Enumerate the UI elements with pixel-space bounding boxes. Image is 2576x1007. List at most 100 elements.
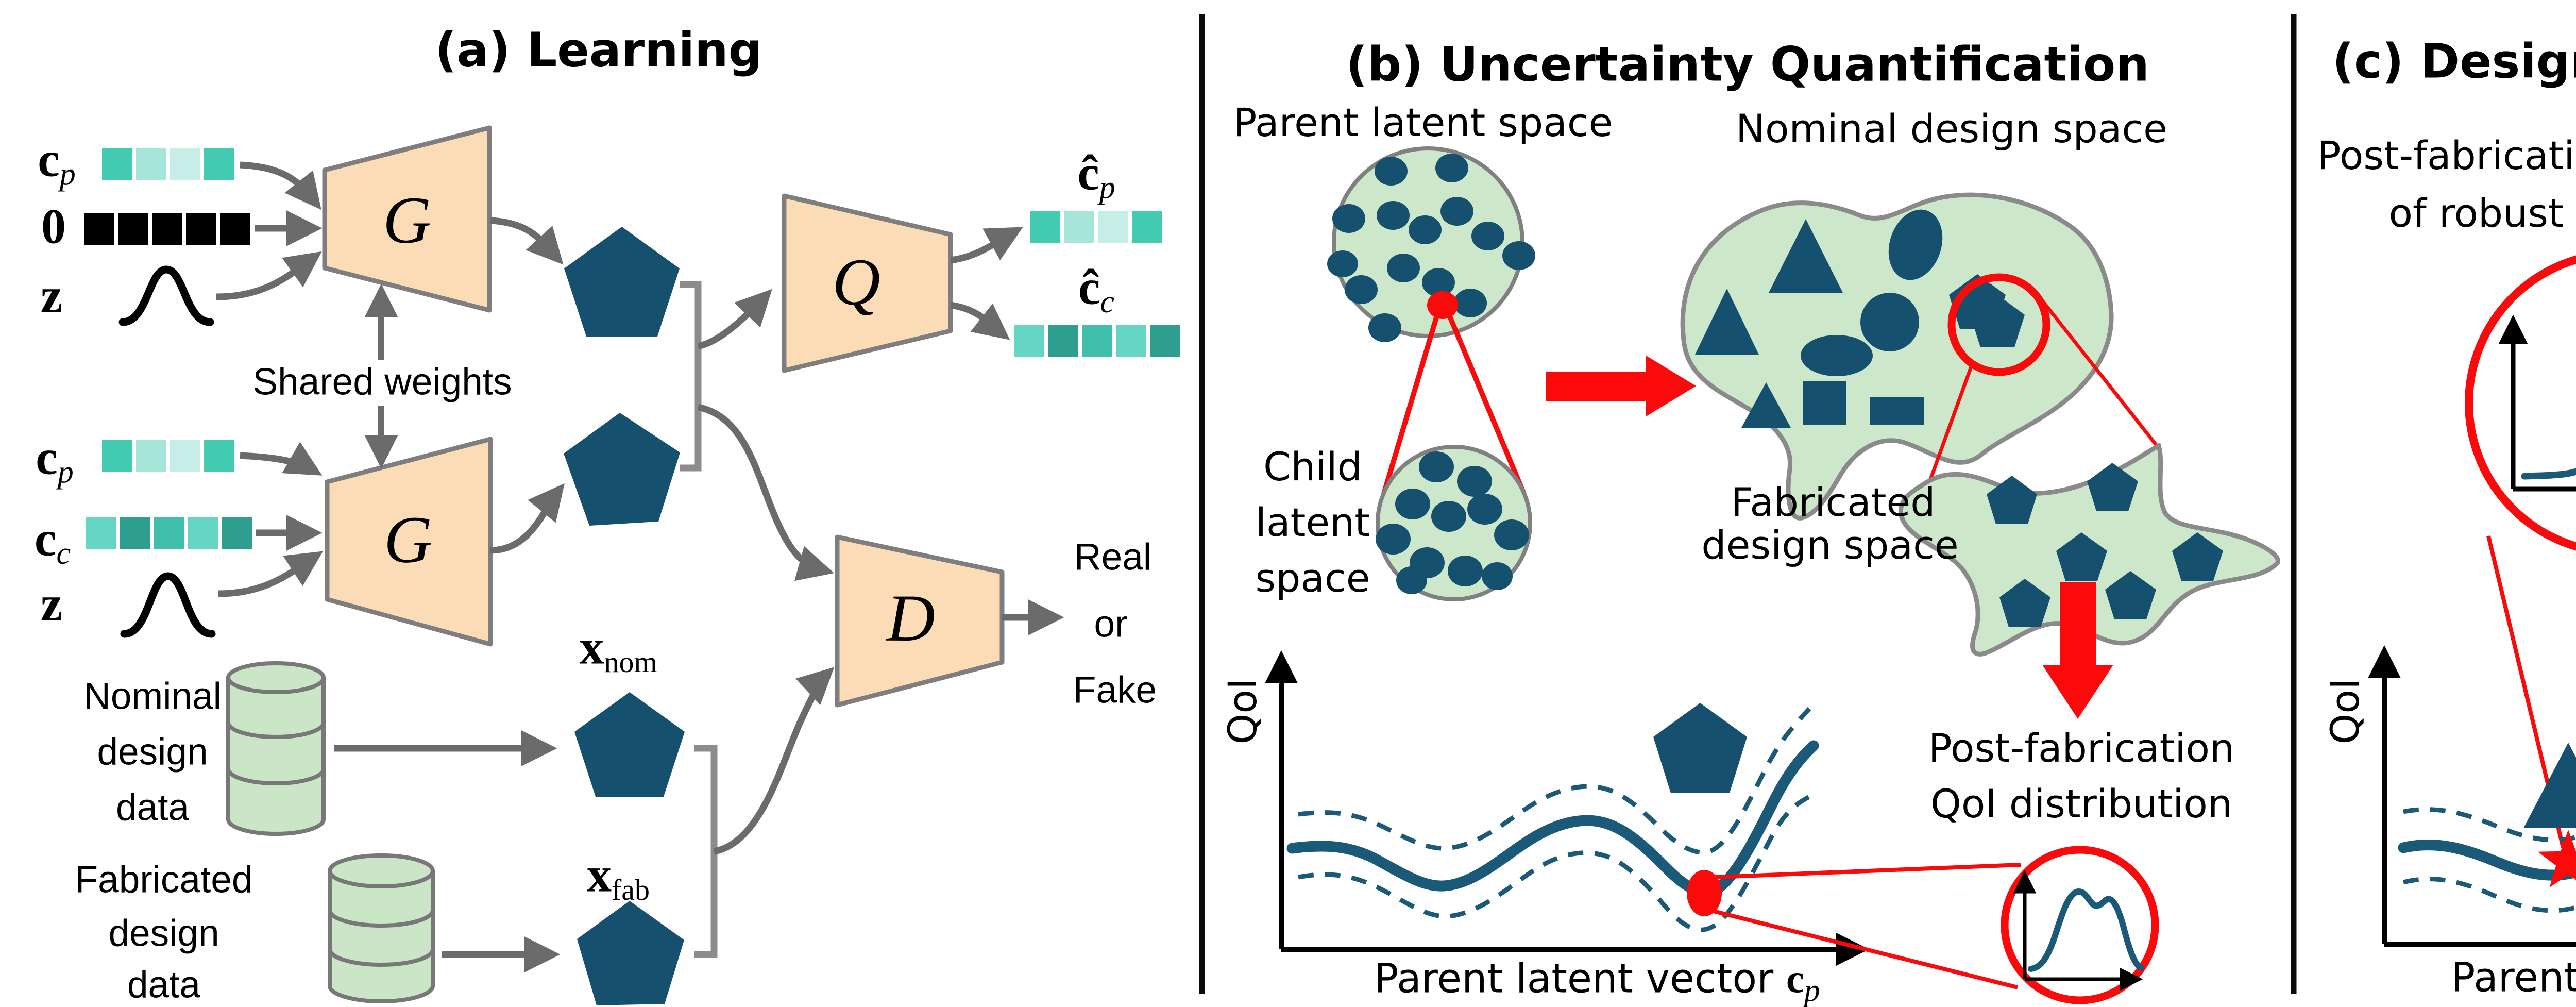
- vector-cell: [118, 213, 148, 245]
- fabricated-db-line1: Fabricated: [75, 859, 253, 901]
- cp2-input-label: cp: [36, 429, 74, 490]
- fabricated-space-line1: Fabricated: [1731, 479, 1936, 526]
- arrow-bracket-to-d: [697, 404, 835, 581]
- arrow-z-to-g2: [218, 551, 324, 597]
- vector-cell: [222, 517, 252, 549]
- vector-cell: [1064, 211, 1094, 243]
- pentagon-generated-nominal-icon: [564, 227, 680, 337]
- vector-cell: [1098, 211, 1128, 243]
- cchat-vector: [1014, 325, 1180, 357]
- vector-cell: [186, 213, 216, 245]
- arrow-cp-to-g2: [240, 442, 323, 476]
- vector-cell: [136, 440, 166, 472]
- nominal-db-line3: data: [115, 786, 190, 829]
- pentagon-on-b-plot-icon: [1653, 703, 1747, 793]
- discriminator-d-label: D: [887, 581, 935, 656]
- encoder-q-block: [782, 193, 953, 373]
- nominal-db-line1: Nominal: [83, 675, 222, 717]
- vector-cell: [136, 148, 166, 180]
- vector-cell: [170, 148, 200, 180]
- vector-cell: [1116, 325, 1146, 357]
- arrow-q-to-cchat: [950, 301, 1010, 340]
- fabricated-design-pentagons: [1987, 463, 2223, 627]
- vector-cell: [1132, 211, 1162, 243]
- zoom-line-parent-child-left: [1381, 316, 1439, 495]
- nominal-space-label: Nominal design space: [1736, 106, 2167, 152]
- bracket-real-pair: [694, 745, 718, 958]
- b-plot-mean-curve: [1286, 740, 1819, 898]
- cchat-output-label: ĉc: [1078, 259, 1115, 320]
- z2-input-label: z: [40, 576, 63, 631]
- c-subtitle-line1: Post-fabrication QoI distribution: [2317, 132, 2576, 179]
- b-qoi-axis-label: QoI: [1219, 678, 1266, 745]
- cc-vector: [86, 517, 252, 549]
- fake-label: Fake: [1073, 669, 1157, 711]
- red-circle-selected-design: [1947, 273, 2050, 376]
- b-plot-lower-bound: [1298, 793, 1813, 932]
- zoom-line-parent-child-right: [1447, 315, 1527, 495]
- generator-g2-label: G: [384, 502, 432, 577]
- encoder-q-label: Q: [832, 245, 880, 320]
- database-fabricated-icon: [328, 853, 435, 1003]
- vector-cell: [1030, 211, 1060, 243]
- bracket-generated-pair: [680, 281, 702, 472]
- cc-input-label: cc: [34, 511, 71, 571]
- cp2-vector: [102, 440, 234, 472]
- postfab-label-line1: Post-fabrication: [1928, 725, 2235, 771]
- child-latent-line2: latent: [1255, 499, 1370, 546]
- vector-cell: [154, 517, 184, 549]
- child-latent-line3: space: [1255, 555, 1370, 601]
- arrow-bracket2-to-d: [713, 667, 835, 855]
- vector-cell: [1150, 325, 1180, 357]
- panel-b-title: (b) Uncertainty Quantification: [1346, 37, 2149, 92]
- pentagon-generated-fabricated-icon: [564, 413, 680, 526]
- arrow-bracket-to-q: [697, 289, 772, 350]
- panel-a-title: (a) Learning: [435, 22, 762, 78]
- vector-cell: [1082, 325, 1112, 357]
- z-input-label: z: [40, 267, 63, 323]
- vector-cell: [102, 148, 132, 180]
- c-subtitle-line2: of robust optimal design: [2388, 190, 2576, 237]
- pentagon-selected-design-icon: [1970, 295, 2025, 347]
- vector-cell: [84, 213, 114, 245]
- star-robust-optimum: [2538, 830, 2576, 888]
- arrow-z-to-g1: [216, 251, 322, 300]
- vector-cell: [1014, 325, 1044, 357]
- vector-cell: [170, 440, 200, 472]
- arrow-g1-output: [490, 217, 564, 265]
- generator-g2-block: [325, 437, 493, 647]
- generator-g1-block: [322, 125, 492, 313]
- parent-selected-point: [1427, 291, 1458, 319]
- red-arrow-latent-to-design: [1546, 356, 1696, 416]
- pentagon-xfab-icon: [577, 901, 684, 1005]
- zero-vector: [84, 213, 250, 245]
- vector-cell: [204, 440, 234, 472]
- gaussian-icon: [118, 265, 214, 326]
- red-arrow-design-to-distribution: [2042, 582, 2113, 719]
- panel-c-title: (c) Design Optimization: [2332, 33, 2576, 89]
- arrow-q-to-cphat: [950, 227, 1023, 264]
- b-plot-upper-bound: [1298, 707, 1811, 855]
- postfab-label-line2: QoI distribution: [1930, 781, 2232, 827]
- shared-weights-label: Shared weights: [252, 361, 512, 403]
- postfab-bimodal-curve: [2028, 888, 2144, 972]
- generator-g1-label: G: [383, 183, 431, 258]
- child-latent-samples: [1376, 451, 1529, 594]
- b-plot-selected-point: [1687, 870, 1722, 916]
- fabricated-db-line2: design: [108, 912, 219, 954]
- zoom-line-design-right: [2035, 291, 2161, 451]
- c-x-axis-label: Parent latent vector cp: [2451, 954, 2576, 1001]
- cp-vector: [102, 148, 234, 180]
- vector-cell: [220, 213, 250, 245]
- real-label: Real: [1074, 536, 1152, 578]
- arrow-cp-to-g1: [240, 161, 321, 210]
- pentagon-xnom-icon: [574, 692, 685, 797]
- fabricated-db-line3: data: [127, 964, 201, 1006]
- zoom-line-dot-to-dist-top: [1715, 863, 2021, 879]
- c-qoi-axis-label: QoI: [2322, 678, 2368, 745]
- or-label: or: [1094, 603, 1128, 645]
- cp-input-label: cp: [38, 131, 76, 192]
- triangle-on-c-plot-icon: [2523, 743, 2576, 828]
